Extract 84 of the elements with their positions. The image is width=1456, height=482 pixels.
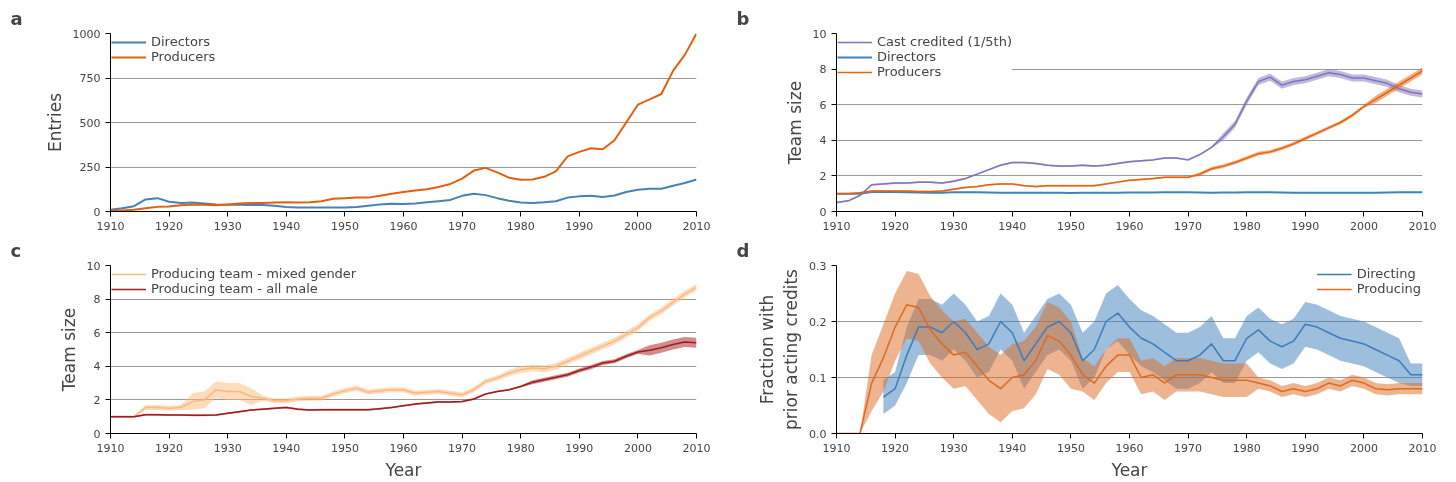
- chart-title: d: [736, 239, 750, 261]
- x-tick-label: 1910: [96, 441, 125, 455]
- y-tick-label: 0.2: [809, 315, 827, 329]
- legend-label: Producing: [1356, 281, 1421, 296]
- chart-title: b: [736, 7, 750, 29]
- y-tick-label: 8: [819, 63, 827, 77]
- x-tick-label: 1930: [213, 441, 242, 455]
- x-tick-label: 1980: [1232, 219, 1261, 233]
- x-tick-label: 2010: [682, 441, 711, 455]
- y-tick-label: 0.1: [809, 371, 827, 385]
- x-axis-title: Year: [1110, 459, 1148, 480]
- y-tick-label: 2: [93, 393, 101, 407]
- x-tick-label: 2000: [623, 219, 652, 233]
- y-axis-title: Team size: [58, 307, 79, 393]
- y-tick-label: 8: [93, 293, 101, 307]
- x-tick-label: 1920: [155, 441, 184, 455]
- x-tick-label: 2000: [623, 441, 652, 455]
- x-tick-label: 1980: [506, 441, 535, 455]
- y-tick-label: 250: [79, 161, 101, 174]
- y-tick-label: 6: [819, 98, 827, 112]
- x-tick-label: 1960: [389, 441, 418, 455]
- legend-label: Producers: [151, 49, 216, 64]
- x-tick-label: 1990: [565, 219, 594, 233]
- x-tick-label: 1940: [272, 219, 301, 233]
- y-tick-label: 2: [819, 169, 827, 183]
- x-tick-label: 1940: [272, 441, 301, 455]
- y-tick-label: 750: [79, 72, 101, 85]
- x-tick-label: 1930: [213, 219, 242, 233]
- chart-title: c: [10, 239, 22, 261]
- legend-label: Cast credited (1/5th): [877, 34, 1012, 49]
- y-tick-label: 0: [819, 205, 827, 219]
- y-tick-label: 0.3: [809, 259, 827, 273]
- x-tick-label: 1950: [330, 219, 359, 233]
- x-tick-label: 2000: [1349, 441, 1378, 455]
- x-tick-label: 2000: [1349, 219, 1378, 233]
- x-tick-label: 1970: [1174, 441, 1203, 455]
- y-axis-title: Team size: [784, 80, 805, 166]
- legend-label: Producing team - mixed gender: [151, 266, 357, 281]
- x-tick-label: 1930: [939, 441, 968, 455]
- chart-title: a: [10, 7, 23, 29]
- x-tick-label: 1920: [155, 219, 184, 233]
- y-tick-label: 10: [812, 27, 827, 41]
- y-tick-label: 4: [819, 134, 827, 148]
- x-tick-label: 2010: [1408, 219, 1437, 233]
- x-tick-label: 1990: [565, 441, 594, 455]
- y-tick-label: 0.0: [809, 427, 827, 441]
- x-tick-label: 1960: [1115, 219, 1144, 233]
- x-tick-label: 1920: [881, 219, 910, 233]
- x-tick-label: 1920: [881, 441, 910, 455]
- x-tick-label: 1970: [448, 441, 477, 455]
- legend-label: Directors: [151, 34, 210, 49]
- legend-label: Producers: [877, 64, 942, 79]
- x-tick-label: 2010: [1408, 441, 1437, 455]
- x-tick-label: 1990: [1291, 219, 1320, 233]
- x-tick-label: 1940: [998, 441, 1027, 455]
- y-tick-label: 500: [79, 116, 101, 130]
- legend-label: Producing team - all male: [151, 281, 318, 296]
- x-tick-label: 1960: [389, 219, 418, 233]
- y-axis-title: Fraction with prior acting credits: [757, 268, 802, 430]
- x-tick-label: 2010: [682, 219, 711, 233]
- y-tick-label: 0: [93, 427, 101, 441]
- x-tick-label: 1990: [1291, 441, 1320, 455]
- x-tick-label: 1980: [1232, 441, 1261, 455]
- y-tick-label: 6: [93, 326, 101, 340]
- x-axis-title: Year: [384, 459, 422, 480]
- y-tick-label: 0: [93, 205, 101, 219]
- x-tick-label: 1950: [1056, 441, 1085, 455]
- x-tick-label: 1970: [1174, 219, 1203, 233]
- x-tick-label: 1930: [939, 219, 968, 233]
- x-tick-label: 1950: [330, 441, 359, 455]
- x-tick-label: 1910: [96, 219, 125, 233]
- y-axis-title: Entries: [44, 92, 65, 153]
- x-tick-label: 1950: [1056, 219, 1085, 233]
- y-tick-label: 4: [93, 360, 101, 374]
- x-tick-label: 1980: [506, 219, 535, 233]
- y-tick-label: 10: [86, 259, 101, 273]
- legend-label: Directors: [877, 49, 936, 64]
- x-tick-label: 1910: [822, 219, 851, 233]
- x-tick-label: 1970: [448, 219, 477, 233]
- x-tick-label: 1910: [822, 441, 851, 455]
- x-tick-label: 1960: [1115, 441, 1144, 455]
- x-tick-label: 1940: [998, 219, 1027, 233]
- y-tick-label: 1000: [72, 27, 101, 41]
- legend-label: Directing: [1356, 266, 1416, 281]
